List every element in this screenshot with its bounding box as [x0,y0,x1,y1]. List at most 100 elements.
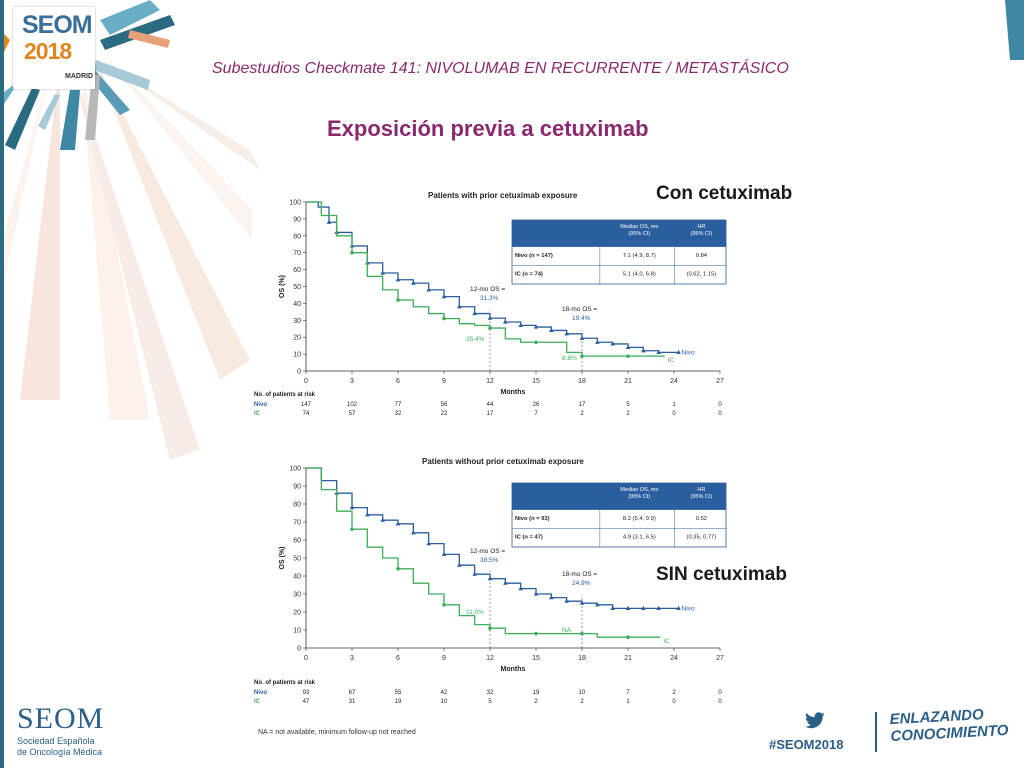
risk-count: 93 [303,690,310,696]
series-line-nivo [306,201,679,354]
censor-mark-nivo [625,605,631,610]
y-tick-label: 60 [293,267,301,274]
hr-table-cell: (0.62, 1.15) [687,271,717,277]
annotation-18mo-ic-value: 8.8% [562,355,577,362]
risk-count: 22 [441,411,448,417]
y-axis-label: OS (%) [279,547,286,570]
x-tick-label: 27 [716,655,724,662]
left-accent-bar [0,0,4,768]
censor-mark-ic [626,635,630,639]
censor-mark-ic [488,326,492,330]
society-line1: Sociedad Española [17,736,95,746]
censor-mark-nivo [610,341,615,346]
censor-mark-ic [396,298,400,302]
risk-count: 102 [347,402,358,408]
risk-count: 32 [395,411,402,417]
y-tick-label: 50 [293,556,301,563]
y-tick-label: 50 [293,284,301,291]
chart-title: Patients with prior cetuximab exposure [428,191,578,200]
y-tick-label: 0 [297,369,301,376]
censor-mark-nivo [610,605,615,610]
censor-mark-nivo [395,521,401,526]
hr-table-cell: 0.84 [696,253,708,259]
x-tick-label: 18 [578,378,586,385]
x-tick-label: 0 [304,655,308,662]
risk-count: 5 [488,699,492,705]
twitter-bird-icon [805,712,825,729]
series-end-label-ic: IC [663,638,670,645]
risk-count: 147 [301,402,312,408]
x-tick-label: 27 [716,378,724,385]
enlazando-conocimiento-logo: ENLAZANDO CONOCIMIENTO [889,705,1009,745]
censor-mark-ic [442,603,446,607]
hr-table-cell: Nivo (n = 147) [515,253,553,259]
risk-row-label: IC [254,699,261,705]
km-chart-no-prior-cetuximab: Patients without prior cetuximab exposur… [254,457,727,705]
series-line-ic [306,201,665,357]
annotation-12mo-ic-value: 25.4% [466,336,485,343]
censor-mark-nivo [564,331,569,336]
risk-table-title: No. of patients at risk [254,392,316,398]
x-tick-label: 12 [486,378,494,385]
risk-count: 67 [349,690,356,696]
y-tick-label: 100 [289,200,301,207]
risk-row-label: IC [254,411,261,417]
x-axis-label: Months [501,389,526,396]
y-tick-label: 40 [293,301,301,308]
censor-mark-ic [488,626,492,630]
risk-count: 0 [672,699,676,705]
censor-mark-nivo [564,598,569,603]
hr-table-cell: 4.9 (3.1, 6.5) [623,534,656,540]
society-line2: de Oncología Médica [17,747,103,757]
x-tick-label: 12 [486,655,494,662]
annotation-18mo-label: 18-mo OS = [562,571,597,578]
hr-table-cell: 8.2 (5.4, 9.9) [623,516,656,522]
censor-mark-nivo [426,287,431,292]
hr-table-header-text: (95% CI) [628,494,650,500]
censor-mark-nivo [472,571,477,576]
risk-count: 10 [579,690,586,696]
censor-mark-nivo [411,530,416,535]
label-sin-cetuximab: SIN cetuximab [656,564,787,585]
x-tick-label: 9 [442,378,446,385]
hr-table-cell: 0.52 [696,516,707,522]
seom-wordmark: SEOM [17,702,105,735]
censor-mark-nivo [441,294,447,299]
annotation-12mo-label: 12-mo OS = [470,286,505,293]
label-con-cetuximab: Con cetuximab [656,183,793,204]
censor-mark-nivo [349,505,355,510]
seom-2018-logo: SEOM 2018 MADRID [13,7,95,89]
censor-mark-nivo [533,591,539,596]
chart-title: Patients without prior cetuximab exposur… [422,457,584,466]
hr-table-cell: Nivo (n = 93) [515,516,550,522]
censor-mark-nivo [595,339,600,344]
risk-count: 19 [533,690,540,696]
seom-society-logo: SEOM Sociedad Española de Oncología Médi… [17,702,104,758]
risk-count: 47 [303,699,310,705]
y-tick-label: 30 [293,318,301,325]
y-tick-label: 90 [293,484,301,491]
x-tick-label: 6 [396,378,400,385]
y-tick-label: 10 [293,628,301,635]
censor-mark-nivo [457,304,462,309]
y-tick-label: 10 [293,352,301,359]
annotation-12mo-ic-value: 11.0% [466,609,484,616]
x-tick-label: 9 [442,655,446,662]
censor-mark-nivo [579,600,585,605]
risk-count: 5 [626,402,630,408]
series-end-label-ic: IC [668,357,675,364]
hashtag: #SEOM2018 [769,737,844,752]
series-line-ic [306,467,661,638]
x-tick-label: 15 [532,655,540,662]
risk-count: 42 [441,690,448,696]
censor-mark-ic [580,354,584,358]
risk-count: 0 [718,699,722,705]
x-tick-label: 24 [670,655,678,662]
y-tick-label: 0 [297,646,301,653]
censor-mark-ic [442,316,446,321]
y-tick-label: 20 [293,335,301,342]
hr-table-header-text: HR [697,224,705,230]
y-tick-label: 80 [293,233,301,240]
risk-count: 19 [395,699,402,705]
censor-mark-ic [580,631,584,636]
